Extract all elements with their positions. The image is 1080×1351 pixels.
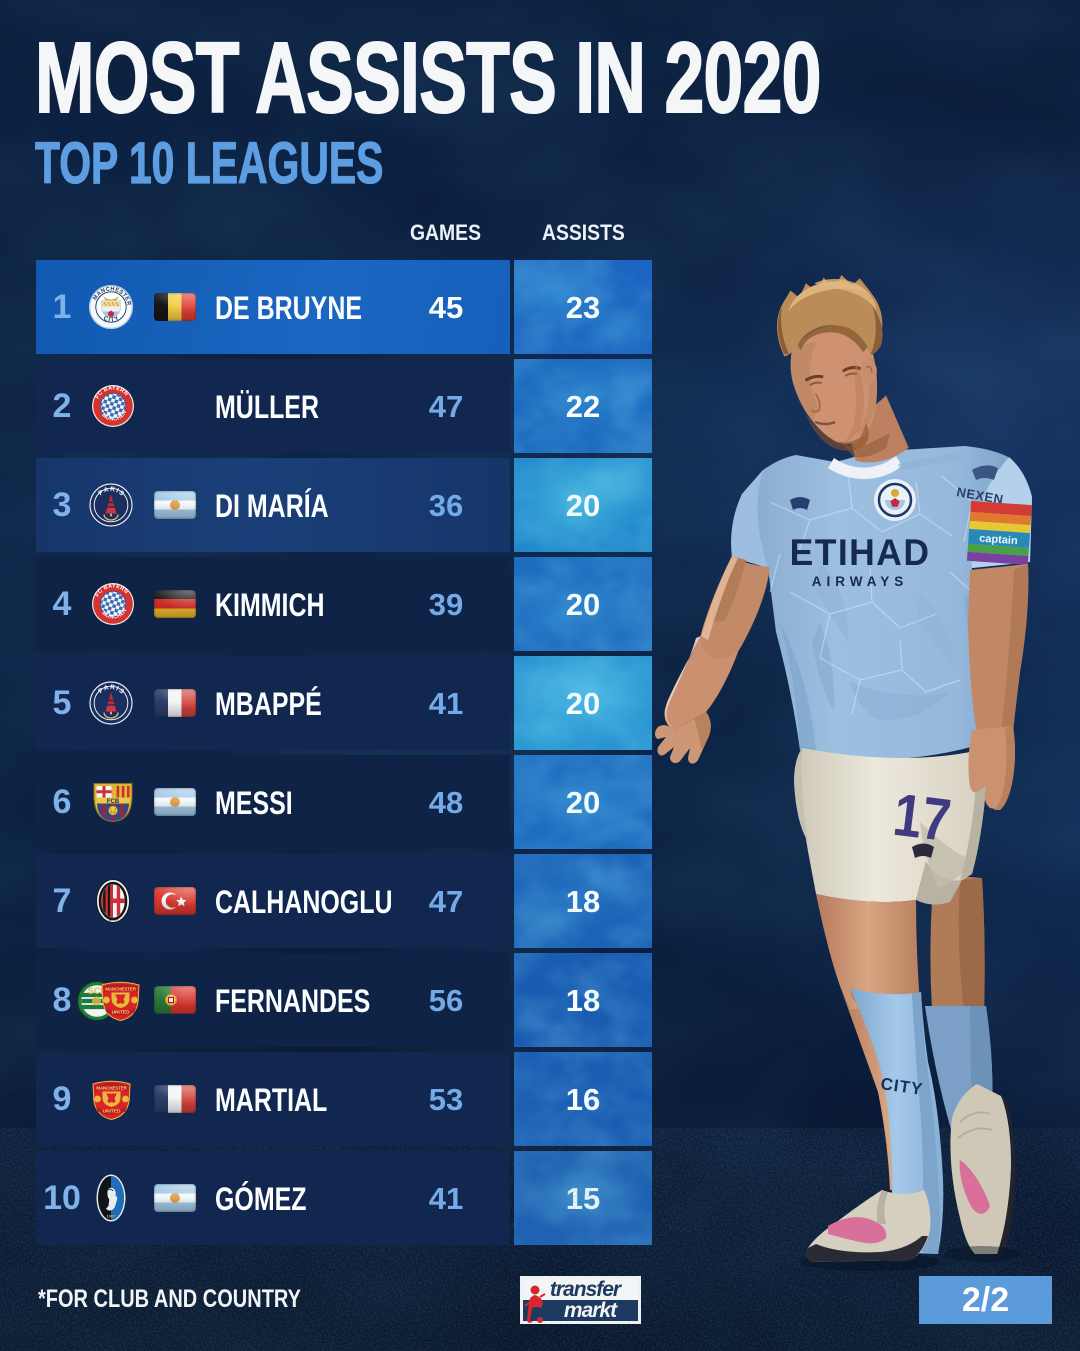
svg-text:AIRWAYS: AIRWAYS bbox=[812, 574, 909, 589]
svg-text:CITY: CITY bbox=[102, 315, 121, 324]
svg-text:MANCHESTER: MANCHESTER bbox=[96, 1086, 127, 1091]
svg-text:1899: 1899 bbox=[108, 917, 118, 922]
svg-text:UNITED: UNITED bbox=[103, 1108, 121, 1114]
svg-text:MANCHESTER: MANCHESTER bbox=[105, 987, 136, 992]
svg-text:SCP: SCP bbox=[88, 986, 107, 996]
svg-text:FCB: FCB bbox=[107, 799, 120, 805]
svg-text:1907: 1907 bbox=[107, 1214, 117, 1219]
svg-text:captain: captain bbox=[979, 533, 1019, 548]
svg-text:UNITED: UNITED bbox=[112, 1009, 130, 1015]
svg-text:ETIHAD: ETIHAD bbox=[790, 531, 931, 573]
svg-text:17: 17 bbox=[890, 781, 954, 854]
